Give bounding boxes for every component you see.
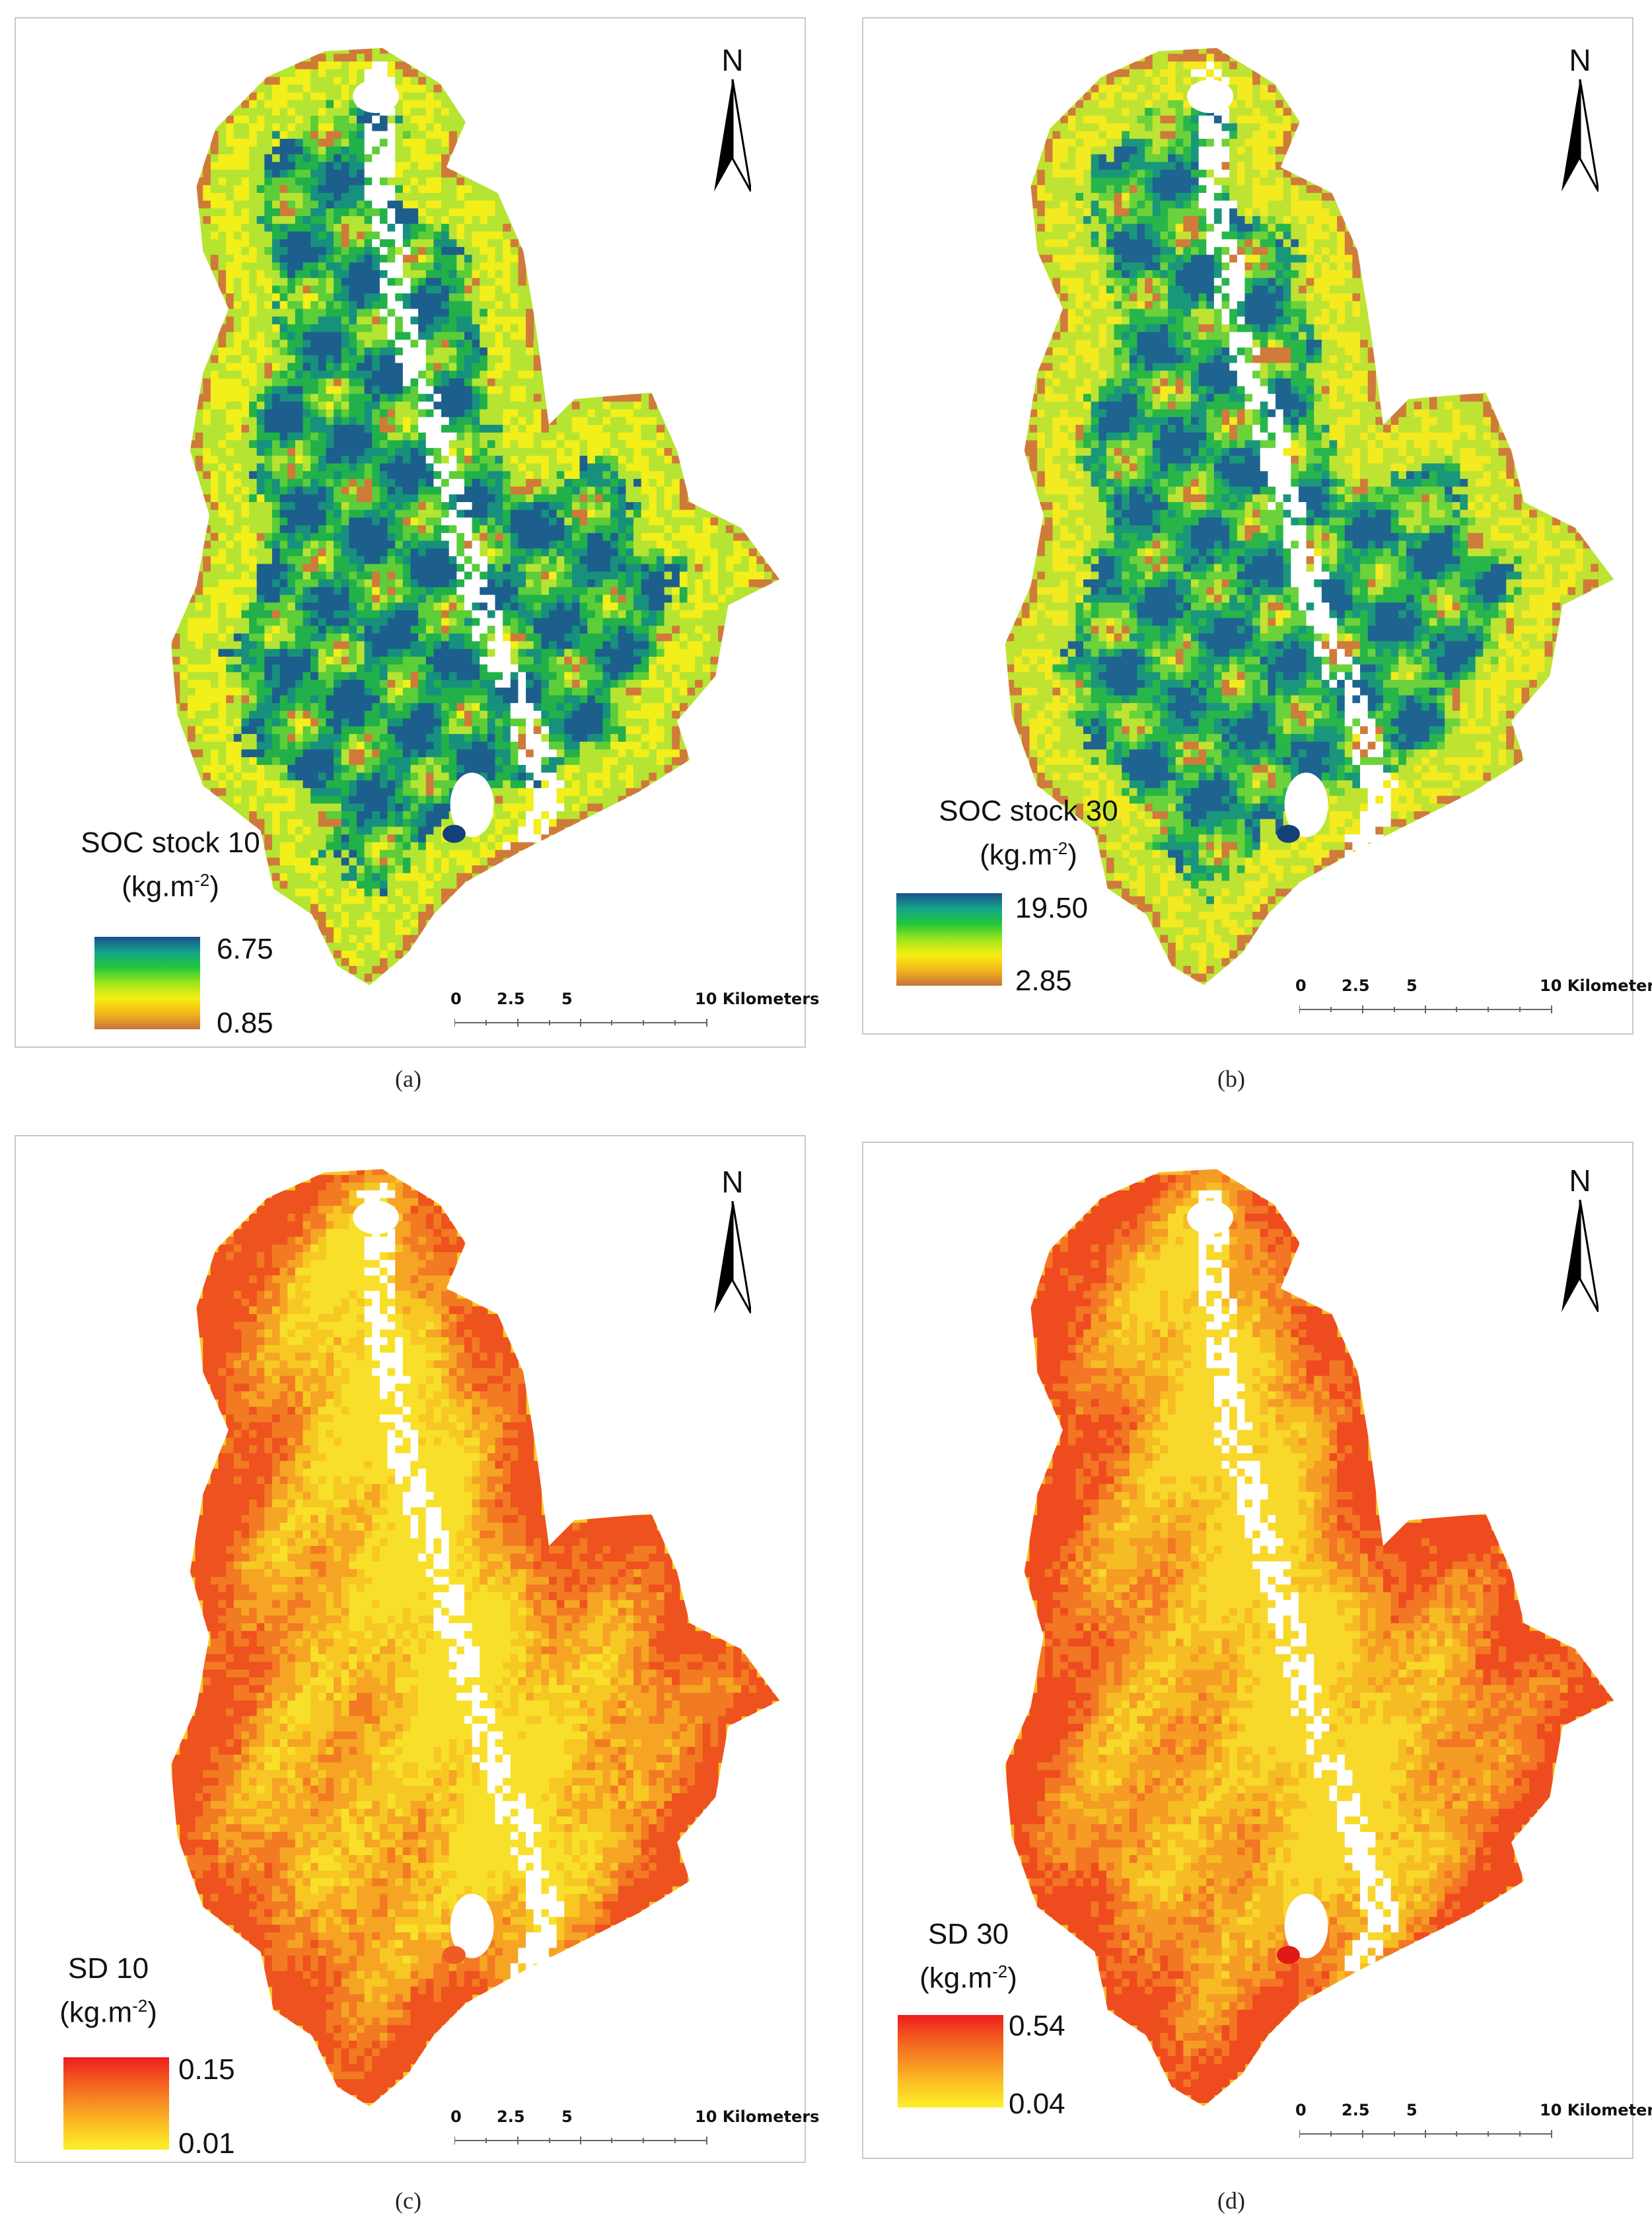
north-arrow: N [703, 42, 762, 192]
north-letter: N [1550, 42, 1610, 78]
scale-label-0: 0 [450, 2107, 462, 2126]
sd-10-map [170, 1169, 780, 2107]
legend: SOC stock 30 (kg.m-2) 19.50 2.85 [896, 793, 1147, 1017]
legend-unit: (kg.m-2) [42, 1987, 174, 2032]
north-arrow: N [703, 1164, 762, 1313]
map-panel-b: N SOC stock 30 (kg.m-2) 19.50 2.85 0 2.5… [862, 17, 1652, 1035]
north-arrow: N [1550, 1163, 1610, 1312]
north-letter: N [703, 42, 762, 78]
caption-a: (a) [388, 1065, 428, 1093]
legend-title-line1: SOC stock 10 [58, 824, 283, 861]
scale-label-5: 5 [1406, 2101, 1418, 2119]
legend-min-value: 0.85 [217, 1007, 273, 1040]
map-panel-a: N SOC stock 10 (kg.m-2) 6.75 0.85 0 2.5 … [15, 17, 819, 1048]
scale-label-5: 5 [561, 990, 573, 1008]
legend-title: SD 10 (kg.m-2) [42, 1950, 174, 2032]
legend-color-ramp [898, 2015, 1003, 2107]
caption-b: (b) [1211, 1065, 1251, 1093]
map-panel-d: N SD 30 (kg.m-2) 0.54 0.04 0 2.5 5 10 Ki… [862, 1142, 1652, 2159]
scale-label-5: 5 [561, 2107, 573, 2126]
legend-max-value: 0.54 [1009, 2010, 1065, 2043]
legend: SD 30 (kg.m-2) 0.54 0.04 [892, 1916, 1143, 2141]
scale-label-0: 0 [450, 990, 462, 1008]
legend-unit: (kg.m-2) [892, 1953, 1044, 1997]
scale-label-2-5: 2.5 [1342, 2101, 1370, 2119]
legend-max-value: 0.15 [178, 2053, 235, 2086]
legend-color-ramp [63, 2057, 169, 2150]
scale-label-10-km: 10 Kilometers [695, 990, 819, 1008]
caption-d: (d) [1211, 2187, 1251, 2215]
legend-title: SD 30 (kg.m-2) [892, 1916, 1044, 1997]
legend-title-line1: SOC stock 30 [916, 793, 1141, 830]
soc-stock-30-map [1005, 48, 1614, 986]
north-arrow-icon [714, 1201, 751, 1313]
legend-color-ramp [896, 893, 1002, 986]
scale-label-5: 5 [1406, 976, 1418, 995]
scale-label-10-km: 10 Kilometers [1540, 976, 1652, 995]
north-arrow: N [1550, 42, 1610, 192]
legend-title: SOC stock 30 (kg.m-2) [916, 793, 1141, 874]
scale-bar: 0 2.5 5 10 Kilometers [1295, 976, 1652, 1023]
legend-unit: (kg.m-2) [58, 861, 283, 906]
legend-title-line1: SD 10 [42, 1950, 174, 1987]
north-letter: N [703, 1164, 762, 1200]
scale-bar-ruler [454, 2137, 707, 2144]
legend-max-value: 19.50 [1015, 892, 1088, 925]
legend-max-value: 6.75 [217, 933, 273, 966]
legend: SD 10 (kg.m-2) 0.15 0.01 [42, 1950, 280, 2162]
legend-min-value: 0.04 [1009, 2088, 1065, 2121]
legend-title-line1: SD 30 [892, 1916, 1044, 1953]
map-panel-c: N SD 10 (kg.m-2) 0.15 0.01 0 2.5 5 10 Ki… [15, 1135, 819, 2163]
scale-label-2-5: 2.5 [1342, 976, 1370, 995]
scale-label-2-5: 2.5 [497, 990, 525, 1008]
legend-min-value: 2.85 [1015, 965, 1072, 998]
north-arrow-icon [1562, 1200, 1598, 1312]
legend-color-ramp [94, 937, 200, 1029]
legend-title: SOC stock 10 (kg.m-2) [58, 824, 283, 906]
caption-c: (c) [388, 2187, 428, 2215]
scale-bar: 0 2.5 5 10 Kilometers [450, 990, 819, 1036]
scale-bar: 0 2.5 5 10 Kilometers [450, 2107, 819, 2154]
legend-unit: (kg.m-2) [916, 830, 1141, 874]
scale-label-0: 0 [1295, 2101, 1307, 2119]
legend: SOC stock 10 (kg.m-2) 6.75 0.85 [58, 824, 296, 1043]
scale-bar-ruler [1299, 1006, 1552, 1013]
legend-min-value: 0.01 [178, 2127, 235, 2160]
sd-30-map [1005, 1169, 1614, 2107]
scale-bar: 0 2.5 5 10 Kilometers [1295, 2101, 1652, 2147]
scale-label-10-km: 10 Kilometers [695, 2107, 819, 2126]
scale-bar-ruler [454, 1019, 707, 1027]
north-arrow-icon [714, 79, 751, 192]
scale-label-2-5: 2.5 [497, 2107, 525, 2126]
scale-label-0: 0 [1295, 976, 1307, 995]
scale-label-10-km: 10 Kilometers [1540, 2101, 1652, 2119]
north-arrow-icon [1562, 79, 1598, 192]
scale-bar-ruler [1299, 2130, 1552, 2138]
north-letter: N [1550, 1163, 1610, 1198]
soc-stock-10-map [170, 48, 780, 986]
